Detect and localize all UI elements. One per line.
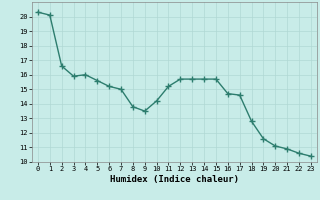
X-axis label: Humidex (Indice chaleur): Humidex (Indice chaleur) xyxy=(110,175,239,184)
